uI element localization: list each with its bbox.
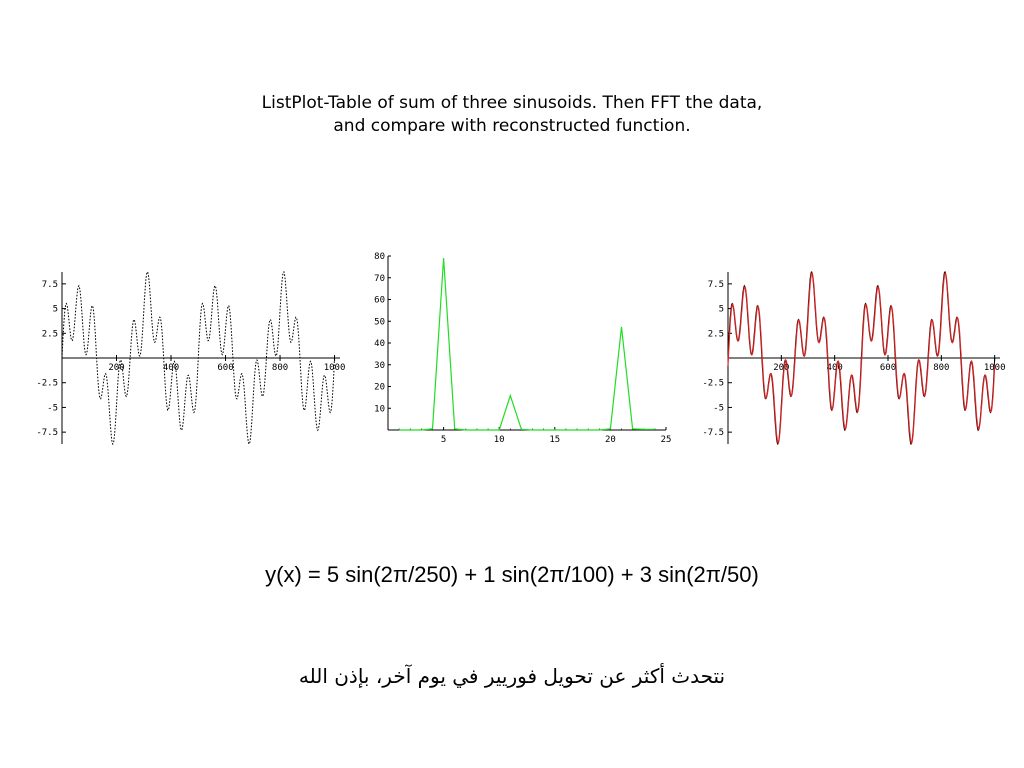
x-tick-label: 20 (605, 435, 616, 445)
x-tick-label: 800 (272, 363, 288, 373)
x-tick-label: 400 (827, 363, 843, 373)
y-tick-label: -7.5 (36, 428, 58, 438)
x-tick-label: 10 (494, 435, 505, 445)
y-tick-label: -5 (713, 403, 724, 413)
formula: y(x) = 5 sin(2π/250) + 1 sin(2π/100) + 3… (265, 562, 759, 587)
signal-series-line (61, 271, 335, 445)
y-tick-label: -2.5 (702, 379, 724, 389)
y-tick-label: 80 (374, 252, 385, 262)
x-tick-label: 800 (933, 363, 949, 373)
y-tick-label: 60 (374, 296, 385, 306)
y-tick-label: 10 (374, 404, 385, 414)
fft-series-line (399, 258, 655, 431)
y-tick-label: 5 (719, 305, 724, 315)
y-tick-label: 2.5 (42, 329, 58, 339)
x-tick-label: 400 (163, 363, 179, 373)
x-tick-label: 600 (880, 363, 896, 373)
y-tick-label: 7.5 (708, 280, 724, 290)
reconstructed-series-line (727, 272, 996, 445)
y-tick-label: 50 (374, 317, 385, 327)
y-tick-label: 30 (374, 361, 385, 371)
y-tick-label: 7.5 (42, 280, 58, 290)
y-tick-label: -7.5 (702, 428, 724, 438)
title-line-2: and compare with reconstructed function. (333, 116, 691, 136)
x-tick-label: 15 (549, 435, 560, 445)
arabic-note: نتحدث أكثر عن تحويل فوريير في يوم آخر، ب… (298, 664, 726, 688)
y-tick-label: 5 (53, 305, 58, 315)
x-tick-label: 200 (108, 363, 124, 373)
y-tick-label: -5 (47, 403, 58, 413)
x-tick-label: 600 (217, 363, 233, 373)
y-tick-label: -2.5 (36, 379, 58, 389)
title-line-1: ListPlot-Table of sum of three sinusoids… (261, 93, 763, 113)
y-tick-label: 2.5 (708, 329, 724, 339)
x-tick-label: 200 (773, 363, 789, 373)
slide-title: ListPlot-Table of sum of three sinusoids… (212, 92, 812, 138)
y-tick-label: 20 (374, 383, 385, 393)
x-tick-label: 5 (441, 435, 446, 445)
x-tick-label: 25 (661, 435, 672, 445)
fft-plot: 5 10 15 20 25 10 20 30 40 50 60 70 80 (374, 252, 672, 445)
y-tick-label: 70 (374, 274, 385, 284)
y-tick-label: 40 (374, 339, 385, 349)
